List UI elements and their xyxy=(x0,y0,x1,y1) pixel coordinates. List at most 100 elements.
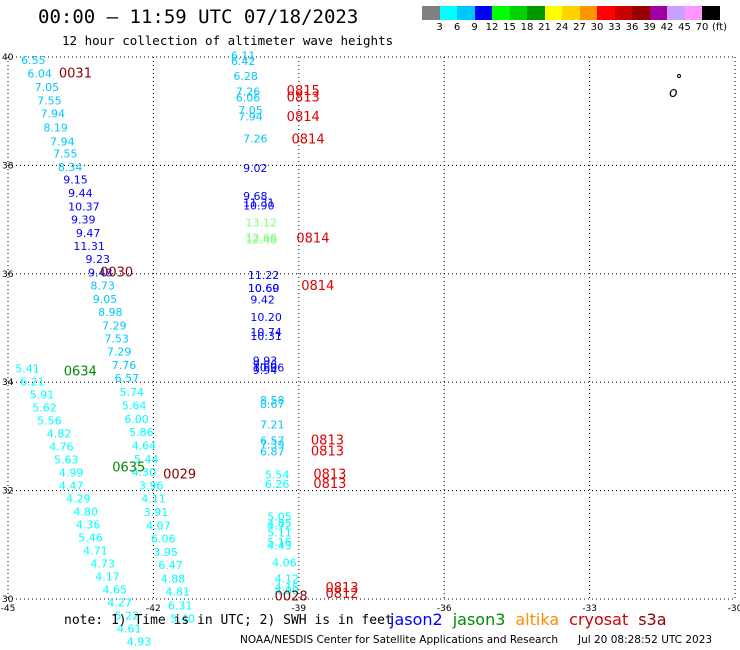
color-scale-label: 30 xyxy=(590,22,604,33)
wave-height-value: 6.04 xyxy=(27,68,51,81)
x-tick-label: -39 xyxy=(291,604,306,614)
islet-marker xyxy=(677,74,681,78)
wave-height-value: 4.83 xyxy=(132,649,157,650)
wave-height-value: 7.53 xyxy=(104,333,129,346)
color-swatch xyxy=(562,6,580,20)
color-swatch xyxy=(579,6,597,20)
wave-height-value: 8.34 xyxy=(58,161,83,174)
pass-time-label: 0813 xyxy=(313,477,346,492)
wave-height-value: 10.90 xyxy=(243,199,275,212)
wave-height-value: 7.26 xyxy=(243,133,268,146)
wave-height-value: 4.27 xyxy=(107,597,131,610)
wave-height-value: 4.99 xyxy=(59,467,84,480)
wave-height-value: 6.26 xyxy=(265,478,290,491)
y-tick-label: 36 xyxy=(2,270,14,280)
color-swatch xyxy=(457,6,475,20)
wave-height-value: 9.15 xyxy=(63,173,88,186)
wave-height-value: 9.48 xyxy=(88,267,113,280)
wave-height-value: 8.73 xyxy=(90,280,115,293)
wave-height-value: 5.62 xyxy=(32,401,57,414)
wave-height-value: 10.37 xyxy=(68,200,100,213)
color-scale-label: 36 xyxy=(625,22,639,33)
wave-height-value: 5.41 xyxy=(15,362,40,375)
wave-height-value: 9.44 xyxy=(68,187,93,200)
wave-height-value: 6.47 xyxy=(158,559,183,572)
y-tick-label: 34 xyxy=(2,378,14,388)
wave-height-value: 5.86 xyxy=(129,426,154,439)
wave-height-value: 7.05 xyxy=(238,104,263,117)
wave-height-value: 8.98 xyxy=(98,306,123,319)
pass-time-label: 0029 xyxy=(163,468,196,483)
wave-height-value: 7.76 xyxy=(112,359,136,372)
wave-height-value: 4.93 xyxy=(127,636,152,649)
wave-height-value: 8.58 xyxy=(260,394,285,407)
wave-height-value: 9.23 xyxy=(86,253,111,266)
credit-text: NOAA/NESDIS Center for Satellite Applica… xyxy=(240,634,558,646)
x-tick-label: -42 xyxy=(146,604,161,614)
wave-height-value: 11.31 xyxy=(73,240,105,253)
wave-height-value: 5.54 xyxy=(265,469,290,482)
wave-height-value: 8.19 xyxy=(43,121,67,134)
color-scale-label: 15 xyxy=(503,22,516,33)
island-outline: o xyxy=(669,85,678,101)
wave-height-value: 4.00 xyxy=(275,585,300,598)
wave-height-value: 5.11 xyxy=(267,527,292,540)
color-swatch xyxy=(684,6,702,20)
wave-height-value: 10.69 xyxy=(248,282,280,295)
pass-time-label: 0634 xyxy=(64,365,97,380)
wave-height-value: 6.21 xyxy=(20,375,45,388)
wave-height-value: 6.87 xyxy=(260,445,285,458)
wave-height-value: 9.94 xyxy=(253,364,277,377)
wave-height-value: 6.00 xyxy=(124,413,149,426)
color-scale-label: 24 xyxy=(555,22,569,33)
wave-height-value: 9.02 xyxy=(243,162,268,175)
page-title: 00:00 — 11:59 UTC 07/18/2023 xyxy=(38,6,359,28)
wave-height-value: 5.05 xyxy=(267,510,292,523)
wave-height-value: 6.28 xyxy=(233,70,258,83)
wave-height-value: 4.12 xyxy=(275,573,300,586)
wave-height-value: 10.74 xyxy=(250,326,281,339)
axis-tick-labels: -45 -42 -39 -36 -33 -30 30 32 34 36 38 40 xyxy=(1,53,740,614)
wave-height-value: 12.48 xyxy=(245,233,277,246)
pass-time-label: 0814 xyxy=(292,133,325,148)
wave-height-value: 10.06 xyxy=(253,361,284,374)
y-tick-label: 32 xyxy=(2,487,13,497)
wave-height-value: 8.67 xyxy=(260,398,285,411)
wave-height-value: 4.43 xyxy=(267,540,292,553)
units-note: note: 1) Time is in UTC; 2) SWH is in fe… xyxy=(64,613,393,628)
wave-height-value: 3.96 xyxy=(139,480,164,493)
color-scale-label: 21 xyxy=(538,22,551,33)
wave-height-value: 5.46 xyxy=(78,532,103,545)
wave-height-value: 4.06 xyxy=(272,556,297,569)
wave-height-value: 10.31 xyxy=(250,330,281,343)
y-tick-label: 40 xyxy=(2,53,14,63)
wave-height-value: 10.20 xyxy=(250,311,281,324)
y-tick-label: 38 xyxy=(2,161,14,171)
x-tick-label: -45 xyxy=(1,604,16,614)
y-tick-label: 30 xyxy=(2,595,14,605)
color-scale-label: 12 xyxy=(485,22,499,33)
wave-height-value: 4.15 xyxy=(275,581,300,594)
wave-height-value: 6.31 xyxy=(168,599,193,612)
color-scale-label: 70 xyxy=(695,22,709,33)
wave-height-value: 9.05 xyxy=(93,293,118,306)
wave-height-value: 7.26 xyxy=(236,85,261,98)
pass-time-label: 0028 xyxy=(275,590,308,605)
wave-height-value: 5.16 xyxy=(267,536,292,549)
color-scale-label: 45 xyxy=(678,22,691,33)
color-swatch xyxy=(544,6,562,20)
pass-time-label: 0813 xyxy=(287,90,320,105)
wave-height-value: 7.39 xyxy=(260,438,285,451)
wave-height-value: 4.36 xyxy=(76,519,101,532)
wave-height-value: 4.64 xyxy=(132,439,157,452)
wave-height-value: 9.42 xyxy=(250,294,274,307)
generated-timestamp: Jul 20 08:28:52 UTC 2023 xyxy=(578,634,713,646)
wave-height-value: 4.29 xyxy=(66,493,91,506)
wave-height-value: 7.05 xyxy=(35,81,60,94)
wave-height-value: 5.64 xyxy=(122,399,147,412)
satellite-legend: jason2 jason3 altika cryosat s3a xyxy=(390,610,677,629)
wave-height-value: 7.29 xyxy=(102,320,127,333)
wave-height-value: 4.72 xyxy=(267,520,292,533)
x-tick-label: -36 xyxy=(437,604,452,614)
